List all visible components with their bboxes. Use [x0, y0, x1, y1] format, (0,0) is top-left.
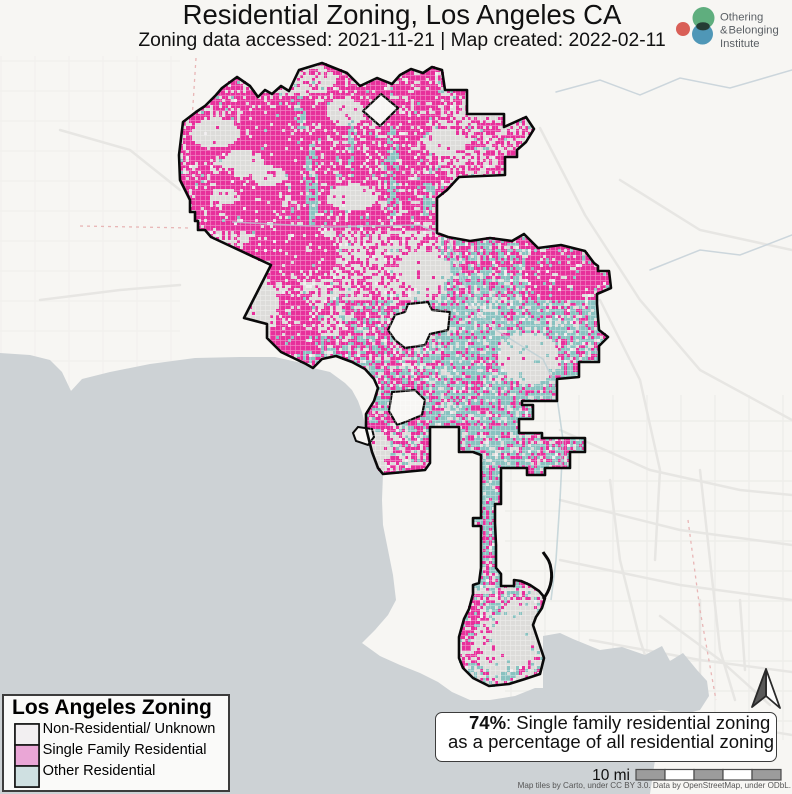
svg-text:& Belonging: & Belonging [720, 25, 779, 37]
svg-text:Othering: Othering [720, 11, 763, 23]
svg-text:Institute: Institute [720, 38, 760, 50]
